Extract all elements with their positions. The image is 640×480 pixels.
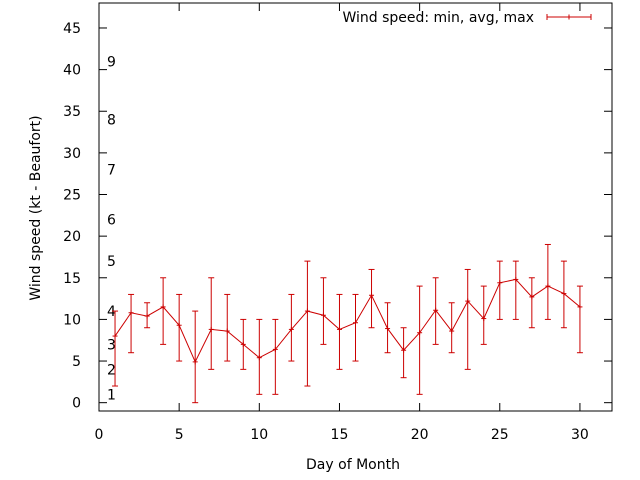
y-tick-label: 5 — [72, 354, 81, 370]
error-bar — [432, 277, 439, 345]
y-tick-label: 15 — [63, 271, 81, 287]
error-bar — [416, 285, 423, 395]
error-bar — [384, 302, 391, 354]
error-bar — [320, 277, 327, 345]
error-bar — [544, 243, 551, 320]
beaufort-label: 2 — [107, 362, 116, 378]
x-tick-label: 20 — [411, 427, 429, 443]
y-tick-label: 20 — [63, 229, 81, 245]
y-axis-label: Wind speed (kt - Beaufort) — [28, 115, 44, 300]
error-bar — [528, 277, 535, 329]
x-tick-label: 10 — [250, 427, 268, 443]
error-bar — [464, 268, 471, 370]
legend-label: Wind speed: min, avg, max — [342, 10, 534, 26]
y-tick-label: 40 — [63, 63, 81, 79]
error-bar — [400, 327, 407, 379]
error-bar — [208, 277, 215, 370]
error-bar — [304, 260, 311, 387]
legend-sample — [546, 14, 592, 20]
error-bar — [336, 293, 343, 370]
error-bar — [512, 260, 519, 320]
beaufort-label: 5 — [107, 254, 116, 270]
error-bar — [576, 285, 583, 354]
error-bar — [176, 293, 183, 362]
error-bar — [144, 302, 151, 329]
beaufort-label: 6 — [107, 212, 116, 228]
error-bar — [160, 277, 167, 345]
beaufort-label: 3 — [107, 337, 116, 353]
x-tick-label: 0 — [95, 427, 104, 443]
series-layer — [112, 243, 583, 404]
error-bar — [480, 285, 487, 345]
y-tick-label: 25 — [63, 188, 81, 204]
beaufort-label: 4 — [107, 304, 116, 320]
y-tick-label: 0 — [72, 396, 81, 412]
legend: Wind speed: min, avg, max — [342, 10, 592, 26]
beaufort-label: 1 — [107, 387, 116, 403]
error-bar — [448, 302, 455, 354]
y-tick-label: 35 — [63, 104, 81, 120]
error-bar — [112, 310, 119, 387]
x-tick-label: 5 — [175, 427, 184, 443]
beaufort-labels: 1 2 3 4 5 6 7 8 9 — [107, 54, 116, 403]
error-bar — [496, 260, 503, 320]
x-tick-label: 30 — [571, 427, 589, 443]
y-tick-label: 30 — [63, 146, 81, 162]
error-bar — [272, 318, 279, 395]
series-line — [114, 278, 581, 364]
error-bar — [224, 293, 231, 362]
error-bar — [192, 310, 199, 404]
beaufort-label: 8 — [107, 113, 116, 129]
y-tick-label: 45 — [63, 21, 81, 37]
error-bar — [128, 293, 135, 354]
error-bar — [560, 260, 567, 329]
error-bar — [256, 318, 263, 395]
y-tick-label: 10 — [63, 312, 81, 328]
x-tick-label: 25 — [491, 427, 509, 443]
error-bar — [240, 318, 247, 370]
x-tick-label: 15 — [331, 427, 349, 443]
beaufort-label: 7 — [107, 163, 116, 179]
beaufort-label: 9 — [107, 54, 116, 70]
error-bar — [368, 268, 375, 329]
x-axis-label: Day of Month — [306, 457, 400, 473]
plot-frame — [98, 2, 613, 412]
error-bar — [288, 293, 295, 362]
error-bar — [352, 293, 359, 362]
